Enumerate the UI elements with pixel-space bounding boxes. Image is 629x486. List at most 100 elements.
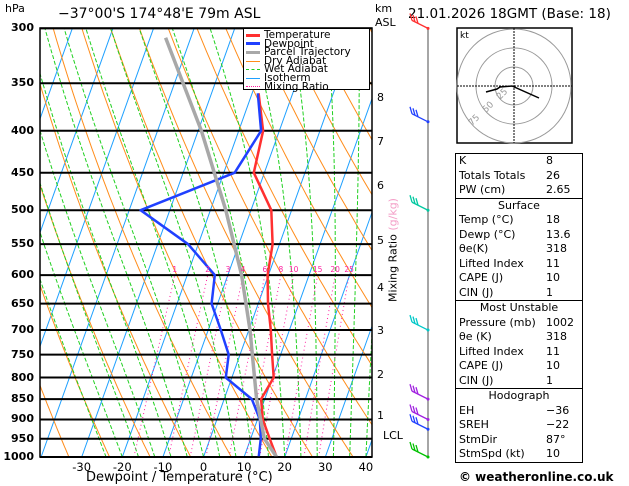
stats-row: θe (K) 318 [456,330,582,345]
pressure-tick-label: 450 [11,165,34,179]
legend-item: Isotherm [244,73,369,83]
temperature-curve [252,93,278,457]
stats-row: PW (cm) 2.65 [456,183,582,198]
isotherm-line [121,28,276,457]
temperature-tick-label: 30 [317,460,333,474]
pressure-tick-label: 550 [11,237,34,251]
stats-row: Totals Totals 26 [456,169,582,184]
height-unit-km: km [375,2,393,15]
wind-barb [409,441,430,459]
height-tick-label: LCL [383,429,403,443]
stats-value: 1 [546,373,553,387]
stats-label: θe (K) [459,330,492,343]
wind-barb [409,195,430,212]
stats-label: CIN (J) [459,285,494,299]
stats-row: Dewp (°C) 13.6 [456,228,582,243]
isotherm-line [284,210,372,457]
stats-label: EH [459,403,475,417]
stats-label: Pressure (mb) [459,315,536,329]
stats-value: 13.6 [546,227,571,241]
dry-adiabat-line [40,383,70,457]
height-unit-asl: ASL [375,16,396,29]
pressure-tick-label: 800 [11,370,34,384]
stats-label: Lifted Index [459,344,524,358]
stats-value: 318 [546,242,567,255]
stats-row: SREH −22 [456,418,582,433]
stats-label: StmSpd (kt) [459,447,525,460]
stats-label: K [459,154,467,167]
isotherm-line [162,28,317,457]
stats-label: SREH [459,418,489,431]
isotherm-line [81,28,236,457]
stats-surface: Surface Temp (°C) 18 Dewp (°C) 13.6 θe(K) 318 L… [456,197,582,301]
mixing-ratio-label: 25 [344,265,354,274]
mixing-ratio-label: 3 [226,265,231,274]
stats-row: Pressure (mb) 1002 [456,316,582,331]
stats-label: θe(K) [459,242,489,255]
wet-adiabat-line [365,323,372,457]
stats-value: −36 [546,403,570,417]
mixing-ratio-label: 8 [279,265,284,274]
dry-adiabat-line [254,28,372,252]
legend-item: Wet Adiabat [244,64,369,74]
stats-value: 87° [546,432,566,446]
legend-swatch [246,60,260,62]
legend-swatch [246,69,260,71]
pressure-tick-label: 350 [11,76,34,90]
section-title: Hodograph [488,389,550,402]
stats-value: −22 [546,418,570,431]
wet-adiabat-line [85,28,221,457]
isotherm-line [40,28,73,121]
pressure-tick-label: 850 [11,392,34,406]
wet-adiabat-line [327,28,336,457]
mixing-ratio-label: 2 [205,265,210,274]
stats-label: CIN (J) [459,373,494,387]
wind-barb [409,383,430,401]
mixing-ratio-line [284,275,319,457]
pressure-tick-label: 700 [11,323,34,337]
stats-value: 1 [546,285,553,299]
section-title: Surface [498,198,540,212]
wind-barb [409,314,430,332]
stats-row: EH −36 [456,404,582,419]
stats-value: 10 [546,271,560,284]
legend-item: Dry Adiabat [244,56,369,66]
mixing-ratio-label: 1 [172,265,177,274]
legend-item: Temperature [244,29,369,41]
datetime-title: 21.01.2026 18GMT (Base: 18) [408,6,611,22]
legend-label: Temperature [264,29,331,41]
mixing-ratio-axis-title: Mixing Ratio [386,234,400,302]
legend-swatch [246,86,260,88]
height-tick-label: 1 [377,409,384,423]
stats-row: CAPE (J) 10 [456,359,582,374]
legend-label: Parcel Trajectory [264,46,351,59]
legend-swatch [246,50,260,54]
temperature-tick-label: -20 [112,460,132,474]
wind-barb [409,13,430,30]
stats-row: CIN (J) 1 [456,286,582,301]
legend-swatch [246,42,260,46]
isotherm-line [203,28,357,457]
stats-label: StmDir [459,432,498,446]
plot-frame [39,27,373,458]
wind-barb [409,414,430,431]
stats-row: Temp (°C) 18 [456,213,582,228]
isotherm-line [40,28,195,457]
legend-swatch [246,33,260,37]
pressure-tick-label: 400 [11,123,34,137]
isotherm-line [40,28,114,235]
copyright: © weatheronline.co.uk [459,470,614,484]
dry-adiabat-line [600,28,629,457]
stats-value: 26 [546,168,560,182]
stats-label: Dewp (°C) [459,227,516,241]
dry-adiabat-line [282,28,372,196]
temperature-tick-label: -10 [153,460,173,474]
height-unit-label: km ASL [375,2,396,30]
height-tick-label: 3 [377,324,384,338]
wet-adiabat-line [44,28,188,457]
pressure-tick-label: 500 [11,203,34,217]
hodograph-unit: kt [460,31,469,41]
